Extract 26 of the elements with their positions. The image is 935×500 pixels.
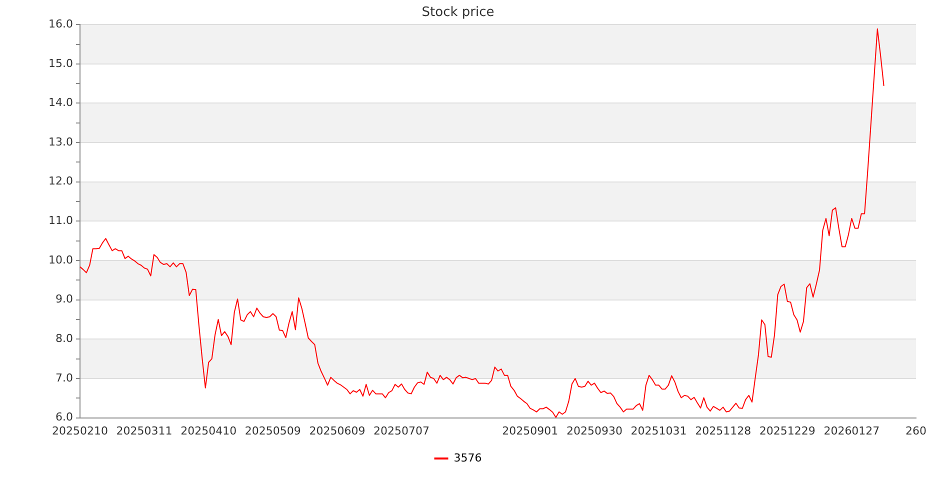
x-tick-label: 20250609 — [309, 424, 366, 438]
x-tick-label: 20250509 — [244, 424, 301, 438]
y-tick-label: 11.0 — [48, 214, 73, 228]
y-tick-label: 16.0 — [48, 17, 73, 30]
y-tick-label: 10.0 — [48, 253, 73, 266]
x-tick-label: 20251128 — [695, 424, 752, 438]
legend-label: 3576 — [454, 451, 482, 464]
y-tick-label: 8.0 — [56, 332, 73, 346]
y-tick-label: 14.0 — [48, 96, 73, 110]
x-tick-label: 20250311 — [116, 424, 172, 438]
x-tick-label: 20250930 — [566, 424, 622, 438]
y-tick-label: 6.0 — [56, 410, 73, 424]
x-tick-label: 20260127 — [824, 424, 880, 438]
x-tick-label: 20250410 — [180, 424, 237, 438]
x-tick-label: 20250901 — [502, 424, 558, 438]
y-tick-label: 13.0 — [48, 135, 73, 148]
x-tick-label: 20251229 — [759, 424, 816, 438]
y-tick-label: 12.0 — [48, 174, 73, 188]
x-tick-label: 20250707 — [374, 424, 430, 438]
y-tick-label: 7.0 — [56, 371, 73, 384]
chart-title: Stock price — [422, 5, 494, 20]
y-tick-label: 9.0 — [56, 292, 73, 306]
x-tick-label: 260 — [906, 424, 926, 438]
y-tick-label: 15.0 — [48, 56, 73, 70]
x-tick-label: 20251031 — [630, 424, 687, 438]
x-tick-label: 20250210 — [52, 424, 108, 438]
